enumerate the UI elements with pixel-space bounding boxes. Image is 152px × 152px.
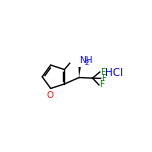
- Text: F: F: [100, 67, 105, 77]
- Text: NH: NH: [79, 57, 93, 66]
- Text: O: O: [47, 91, 54, 100]
- Polygon shape: [78, 67, 81, 78]
- Text: 2: 2: [84, 60, 88, 66]
- Text: HCl: HCl: [105, 68, 123, 78]
- Text: F: F: [99, 80, 104, 89]
- Text: F: F: [101, 74, 106, 83]
